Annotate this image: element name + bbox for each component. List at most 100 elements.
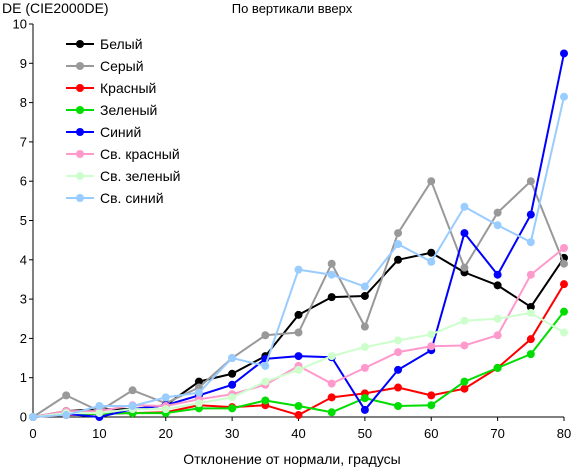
data-point xyxy=(294,310,303,319)
legend-swatch-marker xyxy=(76,172,84,180)
data-point xyxy=(228,369,237,378)
data-point xyxy=(560,244,568,253)
data-point xyxy=(526,238,535,247)
data-point xyxy=(560,49,568,58)
data-point xyxy=(394,255,403,264)
data-point xyxy=(526,302,535,311)
data-point xyxy=(394,348,403,357)
x-tick-label: 40 xyxy=(291,426,305,441)
data-point xyxy=(360,322,369,331)
data-point xyxy=(394,383,403,392)
data-point xyxy=(294,411,303,420)
data-point xyxy=(493,363,502,372)
legend: Белый Серый Красный Зеленый Синий Св. красный… xyxy=(66,36,180,206)
data-point xyxy=(327,259,336,268)
data-point xyxy=(228,380,237,389)
data-point xyxy=(394,336,403,345)
data-point xyxy=(294,365,303,374)
data-point xyxy=(560,280,568,289)
data-point xyxy=(294,265,303,274)
y-tick-label: 2 xyxy=(20,331,27,346)
data-point xyxy=(327,408,336,417)
data-point xyxy=(261,331,270,340)
x-tick-label: 60 xyxy=(424,426,438,441)
y-tick-label: 10 xyxy=(13,17,27,32)
data-point xyxy=(261,396,270,405)
data-point xyxy=(526,308,535,317)
data-point xyxy=(327,352,336,361)
data-point xyxy=(427,401,436,410)
legend-label: Красный xyxy=(100,80,156,96)
data-point xyxy=(427,391,436,400)
data-point xyxy=(460,377,469,386)
legend-swatch-marker xyxy=(76,106,84,114)
data-point xyxy=(427,177,436,186)
data-point xyxy=(327,379,336,388)
data-point xyxy=(394,401,403,410)
data-point xyxy=(460,229,469,238)
data-point xyxy=(560,92,568,101)
data-point xyxy=(62,411,71,420)
data-point xyxy=(128,386,137,395)
data-point xyxy=(360,394,369,403)
data-point xyxy=(294,328,303,337)
data-point xyxy=(360,363,369,372)
data-point xyxy=(261,361,270,370)
data-point xyxy=(228,393,237,402)
data-point xyxy=(493,314,502,323)
data-point xyxy=(394,240,403,249)
legend-label: Синий xyxy=(100,124,141,140)
data-point xyxy=(261,377,270,386)
data-point xyxy=(460,263,469,272)
x-axis-title: Отклонение от нормали, градусы xyxy=(183,451,400,467)
data-point xyxy=(360,291,369,300)
data-point xyxy=(560,307,568,316)
data-point xyxy=(493,221,502,230)
data-point xyxy=(360,282,369,291)
data-point xyxy=(460,316,469,325)
x-tick-label: 50 xyxy=(358,426,372,441)
data-point xyxy=(228,404,237,413)
data-point xyxy=(360,405,369,414)
legend-swatch-marker xyxy=(76,40,84,48)
data-point xyxy=(62,391,71,400)
plot-area: 0 1 2 3 4 5 6 7 8 9 10 0 10 20 30 40 50 60 70 80 xyxy=(13,17,571,442)
chart-title: По вертикали вверх xyxy=(232,1,353,16)
y-tick-label: 3 xyxy=(20,292,27,307)
x-tick-label: 20 xyxy=(159,426,173,441)
data-point xyxy=(493,270,502,279)
data-point xyxy=(29,413,37,421)
legend-label: Зеленый xyxy=(100,102,157,118)
data-point xyxy=(228,354,237,363)
y-tick-label: 7 xyxy=(20,134,27,149)
data-point xyxy=(460,202,469,211)
x-tick-label: 10 xyxy=(92,426,106,441)
data-point xyxy=(427,342,436,351)
legend-label: Серый xyxy=(100,58,144,74)
y-tick-label: 4 xyxy=(20,252,27,267)
legend-label: Белый xyxy=(100,36,143,52)
x-tick-label: 80 xyxy=(557,426,571,441)
y-tick-label: 8 xyxy=(20,95,27,110)
data-point xyxy=(460,384,469,393)
y-tick-label: 0 xyxy=(20,410,27,425)
data-point xyxy=(194,388,203,397)
data-point xyxy=(560,328,568,337)
data-point xyxy=(95,401,104,410)
data-point xyxy=(526,350,535,359)
data-point xyxy=(294,401,303,410)
data-point xyxy=(294,352,303,361)
data-point xyxy=(493,281,502,290)
y-axis-title: DE (CIE2000DE) xyxy=(2,0,109,16)
data-point xyxy=(194,377,203,386)
data-point xyxy=(128,401,137,410)
legend-label: Св. зеленый xyxy=(100,168,180,184)
y-tick-label: 1 xyxy=(20,370,27,385)
data-point xyxy=(360,343,369,352)
data-point xyxy=(95,409,104,418)
data-point xyxy=(427,330,436,339)
legend-label: Св. синий xyxy=(100,190,164,206)
data-point xyxy=(526,335,535,344)
